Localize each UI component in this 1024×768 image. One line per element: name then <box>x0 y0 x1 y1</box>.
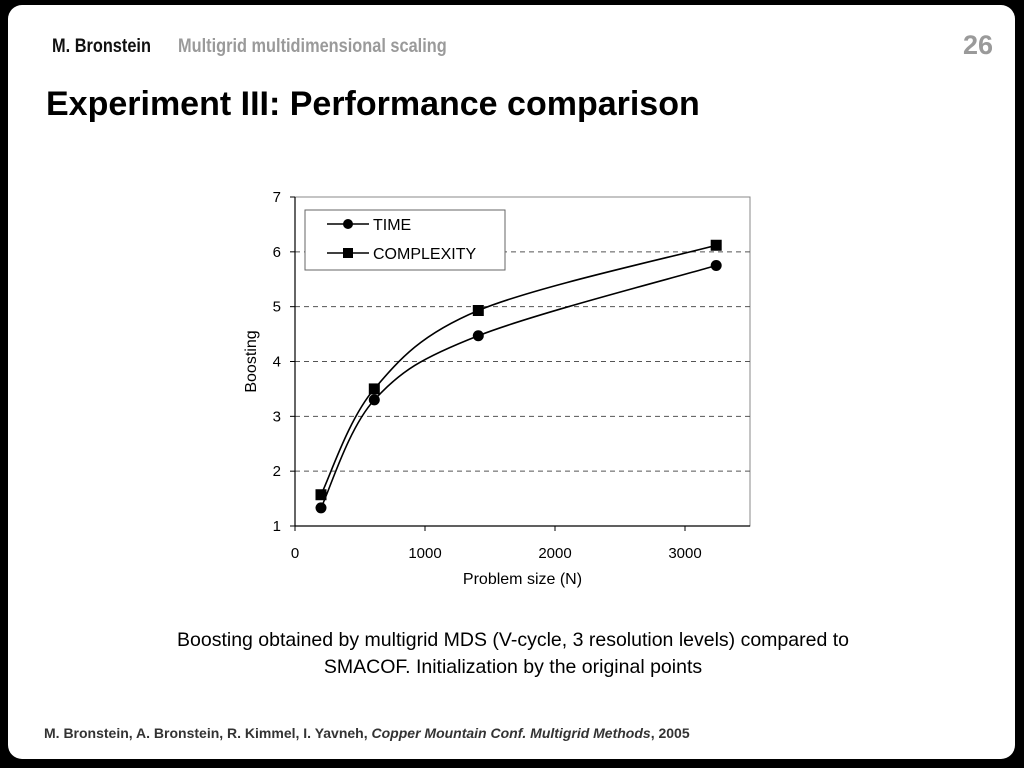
legend-box <box>304 209 506 271</box>
figure-caption: Boosting obtained by multigrid MDS (V-cy… <box>68 627 958 681</box>
y-tick-label: 6 <box>273 244 281 261</box>
data-point-time <box>368 394 380 406</box>
citation-year: , 2005 <box>650 725 690 741</box>
legend-marker-complexity <box>343 248 353 258</box>
x-tick-label: 1000 <box>408 545 441 562</box>
citation-authors: M. Bronstein, A. Bronstein, R. Kimmel, I… <box>44 725 368 741</box>
y-tick-label: 2 <box>273 463 281 480</box>
header-topic: Multigrid multidimensional scaling <box>178 36 447 57</box>
legend-label-time: TIME <box>373 217 411 234</box>
x-tick-label: 0 <box>291 545 299 562</box>
y-axis-label: Boosting <box>243 330 260 392</box>
legend-label-complexity: COMPLEXITY <box>373 246 476 263</box>
data-point-time <box>710 260 722 272</box>
y-tick-label: 4 <box>273 354 281 371</box>
data-point-complexity <box>315 489 327 501</box>
series-line-complexity <box>320 244 717 496</box>
x-axis-label: Problem size (N) <box>463 571 582 588</box>
legend-marker-time <box>343 219 353 229</box>
y-tick-label: 5 <box>273 299 281 316</box>
data-point-time <box>315 502 327 514</box>
data-point-complexity <box>710 239 722 251</box>
slide-title: Experiment III: Performance comparison <box>46 85 700 123</box>
y-tick-label: 3 <box>273 408 281 425</box>
slide: M. Bronstein Multigrid multidimensional … <box>8 5 1015 759</box>
series-line-time <box>320 264 717 509</box>
x-tick-label: 2000 <box>538 545 571 562</box>
citation-venue: Copper Mountain Conf. Multigrid Methods <box>371 725 651 741</box>
data-point-complexity <box>472 305 484 317</box>
y-tick-label: 7 <box>273 189 281 206</box>
slide-number: 26 <box>962 30 993 60</box>
citation-footer: M. Bronstein, A. Bronstein, R. Kimmel, I… <box>44 725 690 741</box>
caption-line-1: Boosting obtained by multigrid MDS (V-cy… <box>177 629 849 651</box>
caption-line-2: SMACOF. Initialization by the original p… <box>323 656 703 678</box>
data-point-complexity <box>368 383 380 395</box>
x-tick-label: 3000 <box>668 545 701 562</box>
data-point-time <box>472 330 484 342</box>
header-author: M. Bronstein <box>52 36 151 57</box>
y-tick-label: 1 <box>273 518 281 535</box>
